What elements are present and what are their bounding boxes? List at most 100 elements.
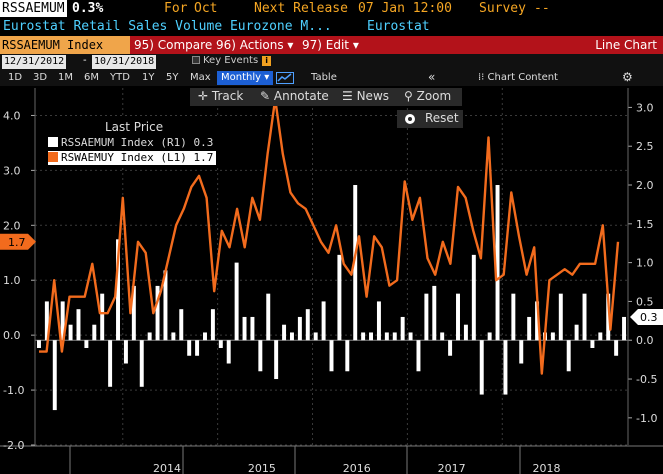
left-axis-label: 0.0 xyxy=(3,329,21,342)
left-axis-label: -1.0 xyxy=(3,384,24,397)
right-axis-label: -0.5 xyxy=(636,373,657,386)
range-1y[interactable]: 1Y xyxy=(142,72,155,83)
chart-type-label: Line Chart xyxy=(595,38,657,52)
right-axis-label: 0.0 xyxy=(636,334,654,347)
right-current-tag xyxy=(630,308,663,325)
range-max[interactable]: Max xyxy=(190,72,211,83)
edit-menu[interactable]: 97) Edit ▾ xyxy=(302,38,359,52)
left-axis-label: 4.0 xyxy=(3,109,21,122)
bar-rssaemum xyxy=(282,324,287,341)
bar-rssaemum xyxy=(108,340,113,387)
x-tick-label: 2016 xyxy=(343,462,371,474)
right-axis-label: 1.5 xyxy=(636,218,654,231)
key-events-checkbox[interactable] xyxy=(192,56,200,64)
key-events-label: Key Events xyxy=(203,55,259,66)
left-axis-label: 2.0 xyxy=(3,219,21,232)
bar-rssaemum xyxy=(92,324,97,341)
legend-row-rswaemuy[interactable]: RSWAEMUY Index (L1) 1.7 xyxy=(48,151,217,165)
survey-label: Survey xyxy=(479,1,526,16)
news-button[interactable]: ☰ News xyxy=(342,89,389,103)
legend-row-label: RSWAEMUY Index (L1) 1.7 xyxy=(61,151,214,164)
legend-swatch-orange xyxy=(48,152,58,162)
date-separator: - xyxy=(83,55,87,66)
range-ytd[interactable]: YTD xyxy=(110,72,130,83)
range-6m[interactable]: 6M xyxy=(84,72,99,83)
start-date-field[interactable]: 12/31/2012 xyxy=(2,55,67,69)
frequency-dropdown[interactable]: Monthly ▾ xyxy=(217,71,274,85)
chart-toolbar: ✛ Track ✎ Annotate ☰ News ⚲ Zoom xyxy=(190,88,462,106)
annotate-button[interactable]: ✎ Annotate xyxy=(260,89,329,103)
bar-rssaemum xyxy=(289,332,294,341)
range-3d[interactable]: 3D xyxy=(33,72,48,83)
chart-content-button[interactable]: ⁞⁝ Chart Content xyxy=(478,72,558,83)
collapse-icon[interactable]: « xyxy=(428,70,436,84)
zoom-label: Zoom xyxy=(416,89,452,103)
bar-rssaemum xyxy=(448,340,453,356)
bar-rssaemum xyxy=(123,340,128,364)
x-tick-label: 2015 xyxy=(248,462,276,474)
track-button[interactable]: ✛ Track xyxy=(198,89,243,103)
x-tick-label: 2017 xyxy=(438,462,466,474)
bar-rssaemum xyxy=(519,340,524,364)
magnifier-icon: ⚲ xyxy=(404,89,417,103)
bar-rssaemum xyxy=(384,332,389,341)
range-1d[interactable]: 1D xyxy=(8,72,23,83)
gear-icon[interactable]: ⚙ xyxy=(622,70,633,84)
end-date-field[interactable]: 10/31/2018 xyxy=(92,55,157,69)
bar-rssaemum xyxy=(416,340,421,372)
annotate-label: Annotate xyxy=(273,89,329,103)
right-axis-label: -1.0 xyxy=(636,412,657,425)
crosshair-icon: ✛ xyxy=(198,89,212,103)
right-axis-label: 2.0 xyxy=(636,179,654,192)
bar-rssaemum xyxy=(463,324,468,341)
bar-rssaemum xyxy=(337,254,342,341)
security-description: Eurostat Retail Sales Volume Eurozone M.… xyxy=(3,19,332,34)
bar-rssaemum xyxy=(369,332,374,341)
bar-rssaemum xyxy=(622,316,627,341)
range-1m[interactable]: 1M xyxy=(58,72,73,83)
bar-rssaemum xyxy=(218,340,223,348)
bar-rssaemum xyxy=(535,301,540,341)
bar-rssaemum xyxy=(558,293,563,341)
bar-rssaemum xyxy=(147,332,152,341)
key-events-toggle[interactable]: Key Events i xyxy=(192,55,272,66)
bar-rssaemum xyxy=(590,340,595,348)
legend-swatch-white xyxy=(48,137,58,147)
line-chart-icon[interactable] xyxy=(276,72,294,84)
actions-menu[interactable]: 96) Actions ▾ xyxy=(216,38,294,52)
bar-rssaemum xyxy=(361,332,366,341)
bar-rssaemum xyxy=(456,293,460,341)
bar-rssaemum xyxy=(400,316,405,341)
news-icon: ☰ xyxy=(342,89,357,103)
range-5y[interactable]: 5Y xyxy=(166,72,179,83)
left-current-tag xyxy=(0,233,36,250)
chart-legend: Last Price RSSAEMUM Index (R1) 0.3 RSWAE… xyxy=(45,118,230,166)
legend-row-rssaemum[interactable]: RSSAEMUM Index (R1) 0.3 xyxy=(48,136,213,150)
bar-rssaemum xyxy=(487,332,492,341)
bar-rssaemum xyxy=(424,293,429,341)
for-label: For xyxy=(164,1,188,16)
reset-icon xyxy=(405,114,415,124)
date-range-row: 12/31/2012 - 10/31/2018 Key Events i xyxy=(0,54,663,70)
survey-value: -- xyxy=(534,1,550,16)
zoom-button[interactable]: ⚲ Zoom xyxy=(404,89,451,103)
bar-rssaemum xyxy=(511,293,516,341)
bar-rssaemum xyxy=(329,340,334,372)
function-menu-bar: RSSAEMUM Index 95) Compare 96) Actions ▾… xyxy=(0,36,663,54)
bar-rssaemum xyxy=(234,262,239,341)
left-axis-label: 3.0 xyxy=(3,164,21,177)
compare-menu[interactable]: 95) Compare xyxy=(134,38,213,52)
legend-row-label: RSSAEMUM Index (R1) 0.3 xyxy=(61,136,214,149)
ticker-symbol[interactable]: RSSAEMUM xyxy=(0,0,67,17)
security-index-field[interactable]: RSSAEMUM Index xyxy=(0,36,130,54)
left-current-value: 1.7 xyxy=(8,236,26,249)
bar-rssaemum xyxy=(84,340,89,348)
right-axis-label: 0.5 xyxy=(636,295,654,308)
table-button[interactable]: Table xyxy=(311,72,337,83)
info-icon[interactable]: i xyxy=(262,56,272,66)
bar-rssaemum xyxy=(100,293,105,341)
reset-button[interactable]: Reset xyxy=(397,110,463,128)
bar-rssaemum xyxy=(44,301,49,341)
bar-rssaemum xyxy=(376,301,381,341)
bar-rssaemum xyxy=(297,316,302,341)
